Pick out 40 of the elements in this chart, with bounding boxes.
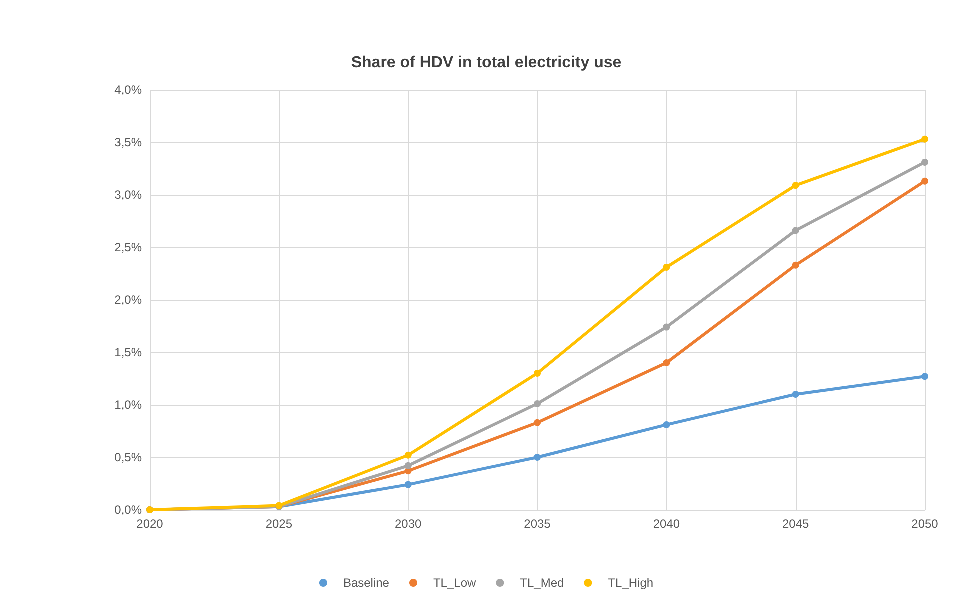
y-tick-label: 4,0%: [114, 83, 142, 97]
point: [922, 136, 928, 143]
legend-label: TL_High: [608, 576, 654, 590]
point: [922, 373, 928, 380]
point: [663, 324, 670, 331]
point: [792, 182, 800, 190]
point: [663, 264, 670, 271]
point: [792, 391, 800, 398]
y-tick-label: 1,5%: [114, 346, 142, 360]
point: [663, 360, 670, 366]
x-tick-label: 2040: [653, 517, 680, 531]
legend-label: TL_Med: [520, 576, 564, 590]
point: [404, 481, 412, 488]
x-tick-label: 2050: [912, 517, 939, 531]
y-tick-label: 0,0%: [114, 503, 142, 517]
y-tick-label: 2,0%: [114, 293, 142, 307]
y-tick-label: 1,0%: [114, 398, 142, 412]
point: [534, 419, 541, 426]
point: [404, 452, 412, 459]
x-tick-label: 2020: [136, 517, 164, 531]
point: [534, 400, 541, 408]
point: [922, 158, 928, 166]
y-tick-label: 3,0%: [114, 188, 142, 202]
x-tick-label: 2025: [266, 517, 293, 531]
point: [534, 454, 541, 461]
legend-label: TL_Low: [433, 576, 477, 590]
chart-title: Share of HDV in total electricity use: [351, 54, 622, 72]
point: [404, 462, 412, 470]
y-tick-label: 3,5%: [114, 136, 142, 150]
y-tick-label: 0,5%: [114, 450, 142, 464]
x-tick-label: 2045: [782, 517, 810, 531]
x-tick-label: 2035: [524, 517, 552, 531]
point: [922, 178, 928, 185]
point: [534, 370, 541, 377]
x-tick-label: 2030: [394, 517, 422, 531]
point: [663, 421, 670, 428]
point: [792, 227, 800, 234]
y-tick-label: 2,5%: [114, 240, 142, 254]
point: [792, 262, 800, 269]
legend-label: Baseline: [343, 576, 390, 590]
